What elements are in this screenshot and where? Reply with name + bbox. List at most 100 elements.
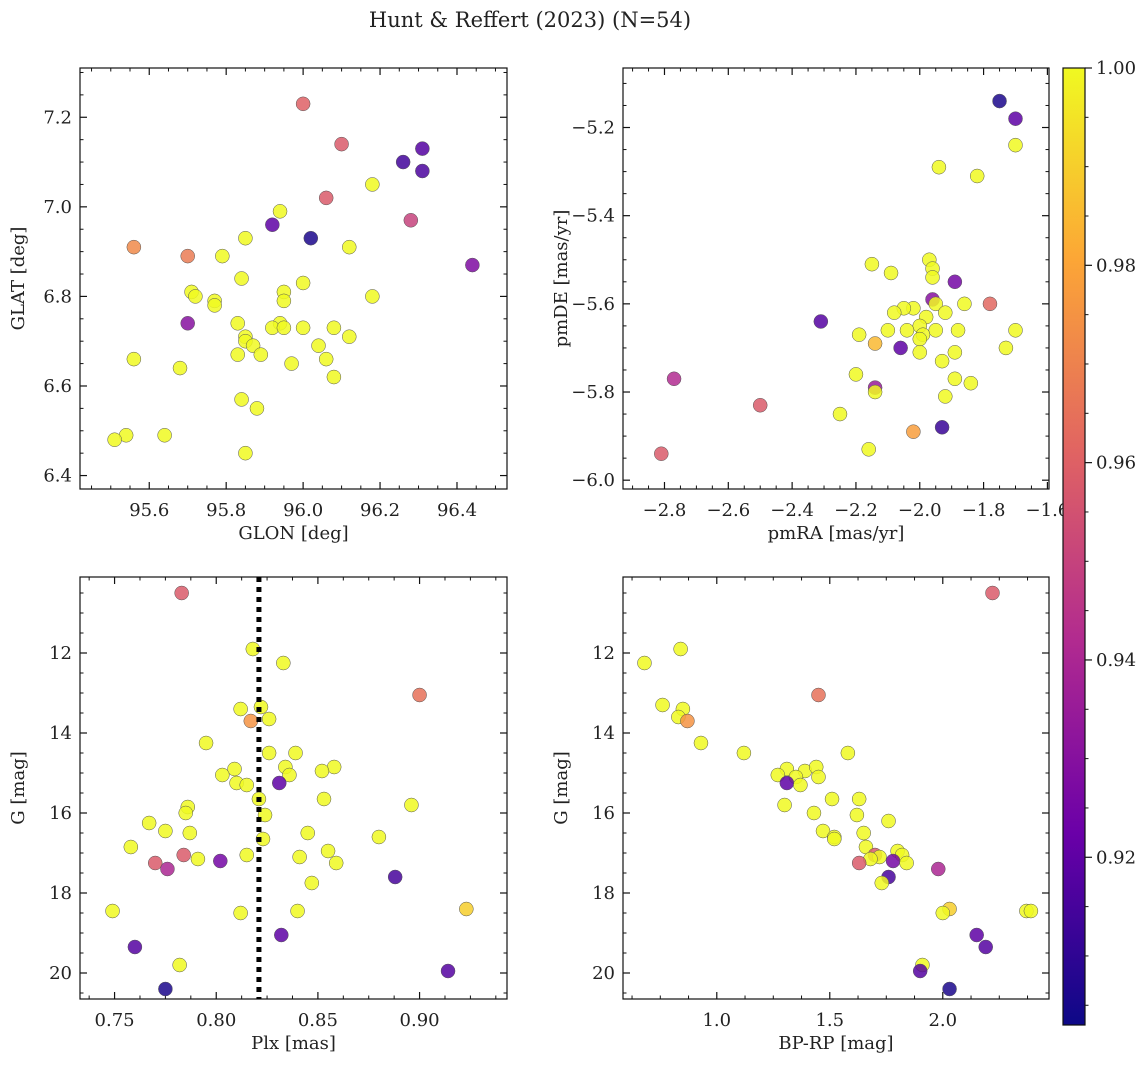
- data-point: [157, 428, 172, 443]
- data-point: [160, 861, 175, 877]
- data-point: [931, 159, 947, 175]
- y-tick-label: 6.4: [43, 466, 72, 487]
- data-point: [864, 256, 880, 272]
- data-point: [276, 320, 292, 336]
- data-point: [261, 745, 277, 761]
- data-point: [318, 190, 334, 206]
- data-point: [925, 270, 940, 285]
- data-point: [938, 305, 953, 320]
- colorbar-gradient: [1062, 67, 1086, 1026]
- data-point: [174, 585, 189, 601]
- data-point: [963, 375, 979, 391]
- y-tick-label: 20: [592, 963, 615, 984]
- y-axis-label: pmDE [mas/yr]: [551, 210, 572, 348]
- data-point: [316, 791, 332, 807]
- data-point: [326, 320, 342, 336]
- data-point: [1023, 903, 1039, 919]
- data-point: [459, 901, 474, 917]
- y-tick-label: −5.8: [571, 382, 615, 403]
- data-point: [239, 777, 254, 793]
- x-tick-label: 1.0: [702, 1010, 731, 1031]
- data-point: [861, 442, 876, 457]
- data-point: [1008, 137, 1023, 153]
- colorbar-tick-label: 0.94: [1096, 650, 1136, 671]
- data-point: [912, 963, 928, 979]
- data-point: [288, 745, 303, 761]
- data-point: [938, 389, 953, 404]
- x-tick-label: 0.90: [400, 1010, 440, 1031]
- data-point: [238, 230, 253, 246]
- data-point: [885, 853, 901, 869]
- data-point: [415, 163, 430, 179]
- data-point: [906, 424, 921, 439]
- data-point: [680, 713, 695, 729]
- data-point: [928, 323, 943, 338]
- data-point: [827, 831, 842, 847]
- panel-proper-motion: −2.8 −2.6 −2.4 −2.2 −2.0 −1.8 −1.6 −6.0 −5.8 −5.6…: [551, 67, 1069, 544]
- y-tick-label: 7.2: [43, 107, 72, 128]
- data-point: [123, 839, 139, 855]
- data-point: [172, 360, 188, 376]
- data-point: [811, 769, 826, 785]
- colorbar-tick-label: 0.96: [1096, 453, 1136, 474]
- x-tick-label: 95.8: [206, 500, 246, 521]
- x-tick-label: 0.85: [298, 1010, 338, 1031]
- data-point: [947, 274, 963, 290]
- y-tick-label: −5.4: [571, 206, 615, 227]
- data-point: [637, 655, 652, 671]
- y-tick-label: 16: [592, 803, 615, 824]
- data-point: [880, 323, 896, 338]
- data-point: [342, 239, 357, 255]
- data-point: [655, 697, 670, 713]
- data-point: [395, 154, 411, 170]
- data-point: [886, 305, 902, 320]
- data-point: [931, 861, 946, 877]
- data-point: [371, 829, 387, 845]
- data-point: [105, 903, 120, 919]
- axes-frame: [622, 67, 1050, 490]
- data-point: [950, 323, 966, 338]
- points-group: [654, 93, 1023, 461]
- x-tick-label: 96.0: [283, 500, 323, 521]
- figure-title: Hunt & Reffert (2023) (N=54): [369, 8, 691, 32]
- data-point: [314, 763, 330, 779]
- data-point: [334, 136, 349, 152]
- data-point: [215, 767, 230, 783]
- points-group: [105, 585, 474, 997]
- data-point: [126, 239, 142, 255]
- data-point: [253, 347, 269, 362]
- data-point: [982, 296, 998, 312]
- data-point: [673, 641, 688, 657]
- data-point: [127, 939, 143, 955]
- panel-color-magnitude: 1.0 1.5 2.0 12 14 16 18 20 BP-RP [mag] G [mag]: [551, 576, 1050, 1054]
- data-point: [403, 213, 419, 228]
- data-point: [415, 141, 430, 156]
- data-point: [213, 853, 228, 869]
- data-point: [1008, 323, 1023, 338]
- x-tick-label: 2.0: [928, 1010, 957, 1031]
- x-axis-label: GLON [deg]: [238, 523, 348, 544]
- data-point: [238, 445, 253, 461]
- data-point: [282, 767, 297, 783]
- data-point: [292, 849, 307, 865]
- data-point: [934, 420, 950, 435]
- data-point: [848, 367, 864, 382]
- axes-frame: [79, 576, 508, 1000]
- data-point: [239, 847, 254, 863]
- data-point: [276, 655, 291, 671]
- y-tick-label: −5.6: [571, 294, 615, 315]
- data-point: [867, 384, 883, 400]
- data-point: [234, 392, 249, 407]
- data-point: [107, 432, 122, 447]
- y-tick-label: −5.2: [571, 118, 615, 139]
- data-point: [198, 735, 214, 751]
- x-tick-label: −1.8: [962, 500, 1006, 521]
- data-point: [320, 843, 336, 859]
- data-point: [998, 340, 1014, 356]
- panel-glon-glat: 95.6 95.8 96.0 96.2 96.4 6.4 6.6 6.8 7.0 7.2 GLON …: [8, 67, 508, 544]
- data-point: [404, 797, 419, 813]
- data-point: [182, 825, 198, 841]
- x-tick-label: −2.4: [770, 500, 814, 521]
- data-point: [440, 963, 456, 979]
- y-tick-label: 12: [592, 643, 615, 664]
